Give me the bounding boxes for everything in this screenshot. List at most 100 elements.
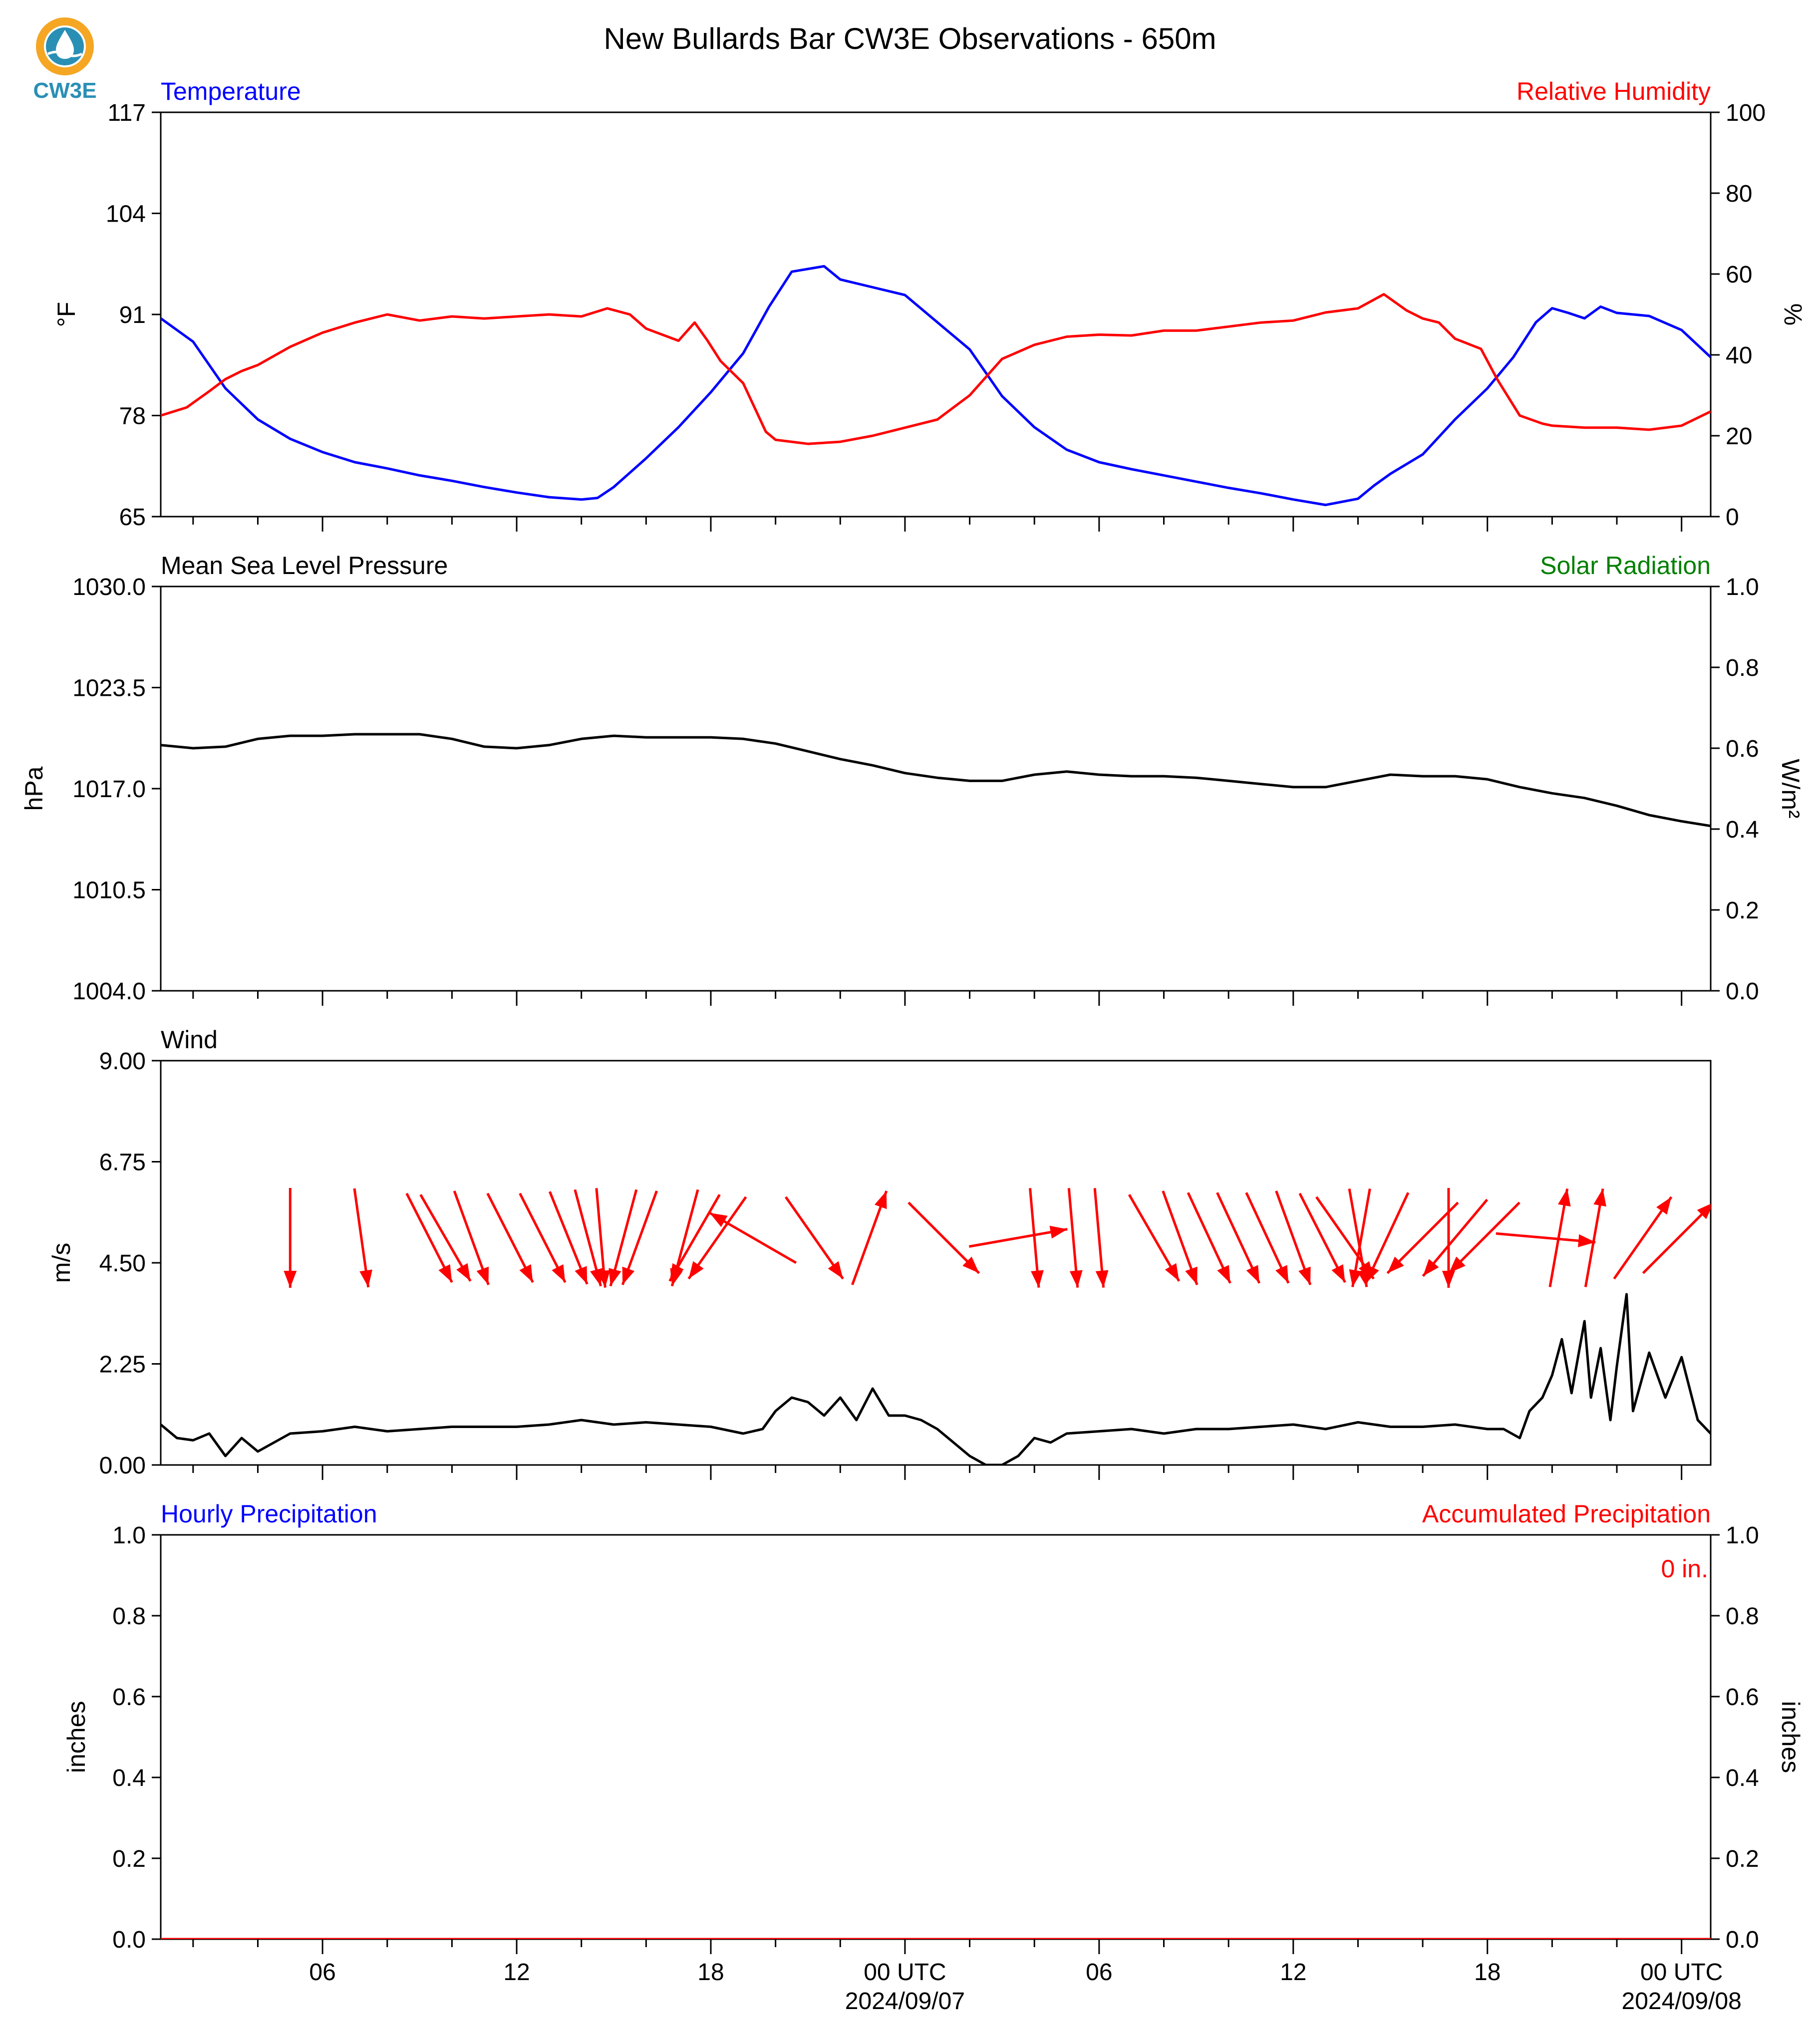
y-right-tick-label: 60 [1726,262,1752,288]
wind-arrow [1548,1188,1571,1287]
y-tick-label: 1.0 [112,1522,146,1549]
wind-arrow [1216,1192,1261,1284]
wind-arrow-head [709,1213,728,1227]
wind-arrow [405,1192,453,1283]
x-tick-label: 06 [1086,1959,1112,1986]
y-tick-label: 91 [119,302,146,328]
y-tick-label: 0.4 [112,1765,146,1791]
y-right-tick-label: 0.8 [1726,1603,1759,1630]
wind-arrow [1422,1198,1489,1277]
y-tick-label: 0.8 [112,1603,146,1630]
y-tick-label: 0.2 [112,1846,146,1872]
panel-left-title: Hourly Precipitation [161,1500,377,1528]
wind-arrow [709,1211,797,1264]
panel-right-title: Solar Radiation [1540,552,1711,579]
wind-arrow [519,1192,567,1283]
logo-wave-icon [47,50,83,57]
panel-left-title: Wind [161,1026,218,1054]
wind-arrow [1386,1201,1459,1274]
y-tick-label: 104 [106,201,146,228]
wind-arrow-head [1185,1266,1198,1285]
wind-arrow [1187,1192,1231,1284]
wind-arrow [851,1190,888,1285]
wind-arrow-head [1578,1234,1596,1247]
y-tick-label: 1030.0 [72,574,146,600]
x-tick-label: 18 [1474,1959,1501,1986]
x-date-label: 2024/09/07 [845,1988,965,2015]
wind-arrow [687,1196,747,1280]
wind-arrow-head [519,1264,533,1283]
y-right-tick-label: 0.0 [1726,978,1759,1005]
wind-arrow-head [1246,1265,1259,1283]
logo-ring [36,17,94,75]
wind-arrow [968,1225,1068,1248]
y-right-tick-label: 0.8 [1726,655,1759,681]
wind-arrow [595,1188,610,1288]
wind-arrow-head [1697,1203,1711,1219]
wind-arrow-head [597,1270,610,1288]
figure-title: New Bullards Bar CW3E Observations - 650… [604,22,1216,55]
wind-arrow-head [1331,1264,1345,1283]
y-tick-label: 0.6 [112,1684,146,1711]
wind-arrow [1245,1192,1290,1284]
y-tick-label: 65 [119,504,146,531]
wind-arrow [1442,1188,1455,1288]
wind-arrow [621,1190,658,1285]
wind-arrow [1496,1232,1596,1247]
wind-arrow [1298,1192,1346,1283]
wind-arrow [419,1194,472,1282]
y-tick-label: 0.00 [99,1452,146,1479]
y-right-tick-label: 0.6 [1726,736,1759,762]
wind-arrow [453,1190,490,1285]
wind-arrow [1093,1188,1109,1288]
y-tick-label: 1004.0 [72,978,146,1005]
y-right-tick-label: 0.6 [1726,1684,1759,1711]
wind-arrow [486,1192,534,1283]
wind-arrow [353,1188,372,1288]
wind-arrow [1067,1188,1083,1288]
y-right-tick-label: 100 [1726,100,1766,126]
wind-arrow-head [622,1266,635,1285]
wind-arrow-head [1449,1256,1466,1273]
wind-arrow [668,1194,721,1282]
panel-wind: Wind 0.00 2.25 4.50 6.75 9.00 m/s [47,1026,1712,1480]
wind-arrow [785,1196,844,1280]
x-tick-label: 00 UTC [864,1959,946,1986]
panel-left-title: Temperature [161,77,301,105]
y-tick-label: 0.0 [112,1927,146,1953]
y-tick-label: 1023.5 [72,675,146,702]
y-right-tick-label: 1.0 [1726,574,1759,600]
y-tick-label: 1017.0 [72,776,146,803]
y-tick-label: 117 [107,100,146,126]
wind-arrow-head [1423,1259,1439,1276]
wind-arrow-head [1366,1265,1379,1283]
y-axis-label: hPa [20,766,48,811]
wind-arrow-head [456,1263,471,1281]
wind-arrow-head [962,1256,979,1273]
accumulated-total-label: 0 in. [1661,1555,1708,1583]
wind-arrow-head [608,1268,621,1286]
y-tick-label: 1010.5 [72,877,146,904]
y-right-tick-label: 20 [1726,423,1752,450]
wind-arrow-head [284,1271,297,1288]
y-axis-label: m/s [47,1243,75,1283]
cw3e-logo: CW3E [33,17,97,103]
y-tick-label: 9.00 [99,1048,146,1075]
wind-arrow-head [1387,1256,1404,1273]
y-right-tick-label: 0.2 [1726,1846,1759,1872]
y-right-tick-label: 0.4 [1726,817,1759,843]
wind-arrow-head [688,1261,704,1279]
y-tick-label: 4.50 [99,1250,146,1277]
wind-arrow [1584,1188,1606,1287]
y-right-tick-label: 0.2 [1726,897,1759,924]
y-right-tick-label: 40 [1726,342,1752,369]
wind-arrow-head [1557,1188,1571,1207]
wind-arrow-head [669,1263,684,1281]
wind-arrow [1642,1203,1711,1274]
logo-text: CW3E [33,78,96,103]
wind-arrow-head [1031,1270,1044,1288]
wind-arrow-head [1095,1270,1109,1288]
series-line-1 [161,293,1711,445]
wind-arrow-head [359,1269,372,1288]
y-right-axis-label: W/m² [1777,759,1805,818]
